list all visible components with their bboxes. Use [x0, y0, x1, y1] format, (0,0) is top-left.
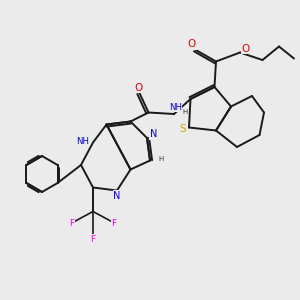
Text: H: H — [183, 110, 188, 116]
Text: S: S — [179, 124, 186, 134]
Text: NH: NH — [169, 103, 182, 112]
Text: O: O — [242, 44, 250, 54]
Text: O: O — [134, 82, 142, 93]
Text: NH: NH — [76, 136, 89, 146]
Text: F: F — [90, 235, 96, 244]
Text: F: F — [69, 219, 75, 228]
Text: F: F — [111, 219, 117, 228]
Text: N: N — [150, 129, 157, 140]
Text: H: H — [158, 156, 164, 162]
Text: O: O — [188, 39, 196, 49]
Text: N: N — [113, 191, 121, 201]
